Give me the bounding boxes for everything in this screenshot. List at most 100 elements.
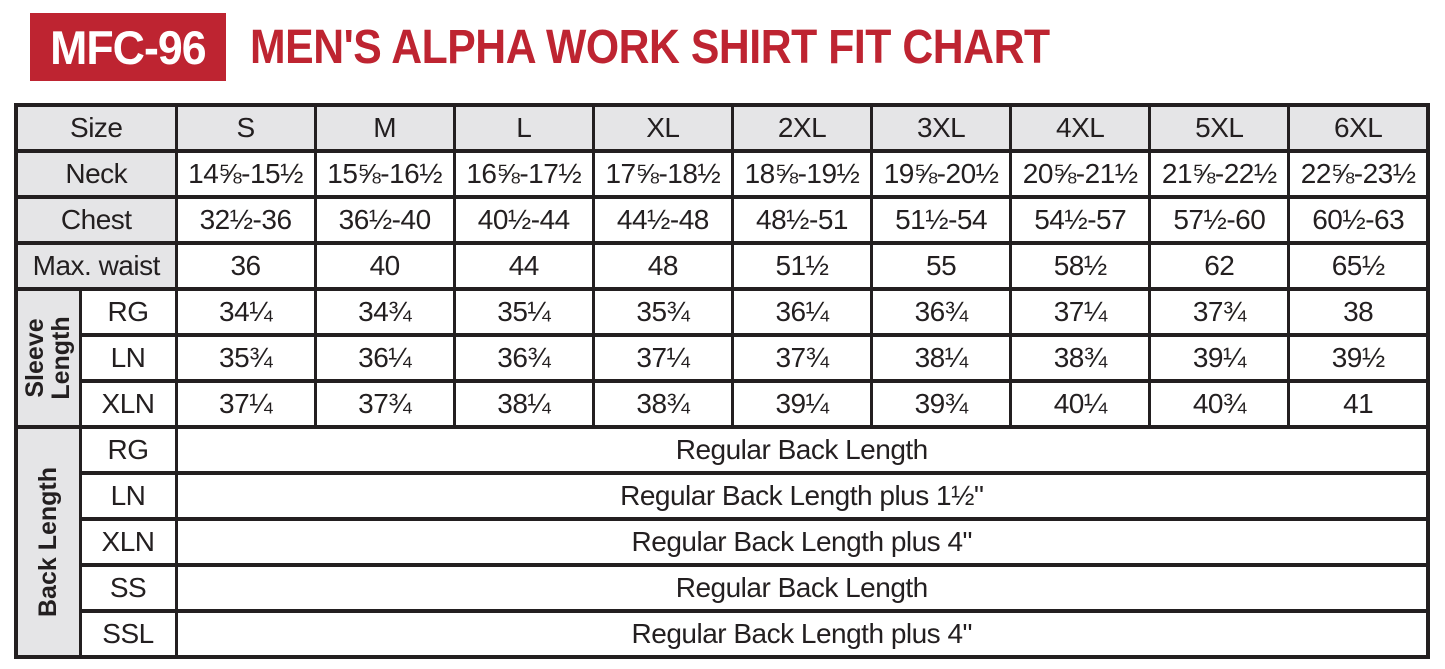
sleeve-value-cell: 37¼ bbox=[174, 379, 317, 429]
fit-code-cell: XLN bbox=[78, 517, 178, 567]
measurement-value-cell: 40 bbox=[313, 241, 456, 291]
measurement-row: Max. waist 36 40 44 48 51½ 55 58½ 62 65½ bbox=[14, 241, 1430, 291]
measurement-value-cell: 16⅝-17½ bbox=[452, 149, 595, 199]
measurement-value-cell: 36 bbox=[174, 241, 317, 291]
measurement-value-cell: 44½-48 bbox=[591, 195, 734, 245]
sleeve-value-cell: 36¼ bbox=[313, 333, 456, 383]
measurement-value-cell: 44 bbox=[452, 241, 595, 291]
measurement-row: Neck 14⅝-15½ 15⅝-16½ 16⅝-17½ 17⅝-18½ 18⅝-19½ 1… bbox=[14, 149, 1430, 199]
size-col-header: XL bbox=[591, 103, 734, 153]
measurement-value-cell: 48½-51 bbox=[730, 195, 874, 245]
sleeve-value-cell: 34¾ bbox=[313, 287, 456, 337]
size-col-header: 6XL bbox=[1287, 103, 1430, 153]
back-length-group-cell: Back Length bbox=[14, 425, 82, 659]
sleeve-length-group-cell: Sleeve Length bbox=[14, 287, 82, 429]
sleeve-value-cell: 36¼ bbox=[730, 287, 874, 337]
sleeve-value-cell: 34¼ bbox=[174, 287, 317, 337]
measurement-value-cell: 48 bbox=[591, 241, 734, 291]
measurement-value-cell: 15⅝-16½ bbox=[313, 149, 456, 199]
sleeve-length-row: XLN 37¼ 37¾ 38¼ 38¾ 39¼ 39¾ 40¼ 40¾ 41 bbox=[16, 379, 1430, 429]
sleeve-value-cell: 36¾ bbox=[870, 287, 1013, 337]
sleeve-value-cell: 35¼ bbox=[452, 287, 595, 337]
page-title: MEN'S ALPHA WORK SHIRT FIT CHART bbox=[250, 13, 1148, 81]
back-length-value-cell: Regular Back Length plus 4" bbox=[174, 517, 1430, 567]
back-length-row: LN Regular Back Length plus 1½" bbox=[16, 471, 1430, 521]
fit-code-cell: RG bbox=[78, 425, 178, 475]
back-length-group-label: Back Length bbox=[34, 466, 63, 618]
fit-code-cell: LN bbox=[78, 333, 178, 383]
sleeve-value-cell: 38¼ bbox=[452, 379, 595, 429]
size-col-header: L bbox=[452, 103, 595, 153]
sleeve-value-cell: 41 bbox=[1287, 379, 1430, 429]
fit-code-cell: LN bbox=[78, 471, 178, 521]
back-length-value-cell: Regular Back Length plus 4" bbox=[174, 609, 1430, 659]
measurement-value-cell: 65½ bbox=[1287, 241, 1430, 291]
measurement-value-cell: 20⅝-21½ bbox=[1009, 149, 1152, 199]
measurement-value-cell: 58½ bbox=[1009, 241, 1152, 291]
page-title-text: MEN'S ALPHA WORK SHIRT FIT CHART bbox=[250, 20, 1050, 74]
measurement-value-cell: 22⅝-23½ bbox=[1287, 149, 1430, 199]
sleeve-value-cell: 36¾ bbox=[452, 333, 595, 383]
sleeve-value-cell: 40¼ bbox=[1009, 379, 1152, 429]
measurement-value-cell: 32½-36 bbox=[174, 195, 317, 245]
measurement-value-cell: 54½-57 bbox=[1009, 195, 1152, 245]
back-length-value-cell: Regular Back Length bbox=[174, 425, 1430, 475]
back-length-row: Back Length RG Regular Back Length bbox=[14, 425, 1430, 659]
sleeve-value-cell: 38 bbox=[1287, 287, 1430, 337]
sleeve-length-group-label: Sleeve Length bbox=[21, 316, 76, 400]
sleeve-value-cell: 38¼ bbox=[870, 333, 1013, 383]
size-col-header: 3XL bbox=[870, 103, 1013, 153]
product-code-label: MFC-96 bbox=[50, 20, 206, 74]
back-length-value-cell: Regular Back Length bbox=[174, 563, 1430, 613]
sleeve-value-cell: 39¼ bbox=[1148, 333, 1291, 383]
sleeve-value-cell: 37¾ bbox=[730, 333, 874, 383]
size-col-header: 5XL bbox=[1148, 103, 1291, 153]
sleeve-value-cell: 37¼ bbox=[1009, 287, 1152, 337]
size-col-header: 2XL bbox=[730, 103, 874, 153]
sleeve-value-cell: 37¼ bbox=[591, 333, 734, 383]
measurement-row-label: Chest bbox=[14, 195, 178, 245]
size-header-row: Size S M L XL 2XL 3XL 4XL 5XL 6XL bbox=[14, 103, 1430, 153]
measurement-value-cell: 55 bbox=[870, 241, 1013, 291]
back-length-value-cell: Regular Back Length plus 1½" bbox=[174, 471, 1430, 521]
size-col-header: M bbox=[313, 103, 456, 153]
sleeve-value-cell: 39¼ bbox=[730, 379, 874, 429]
sleeve-value-cell: 37¾ bbox=[1148, 287, 1291, 337]
measurement-value-cell: 51½-54 bbox=[870, 195, 1013, 245]
sleeve-value-cell: 39½ bbox=[1287, 333, 1430, 383]
measurement-value-cell: 62 bbox=[1148, 241, 1291, 291]
measurement-value-cell: 57½-60 bbox=[1148, 195, 1291, 245]
fit-code-cell: SS bbox=[78, 563, 178, 613]
measurement-value-cell: 36½-40 bbox=[313, 195, 456, 245]
product-code-badge: MFC-96 bbox=[30, 13, 226, 81]
size-row-label: Size bbox=[14, 103, 178, 153]
fit-code-cell: SSL bbox=[78, 609, 178, 659]
sleeve-value-cell: 35¾ bbox=[591, 287, 734, 337]
sleeve-length-row: LN 35¾ 36¼ 36¾ 37¼ 37¾ 38¼ 38¾ 39¼ 39½ bbox=[16, 333, 1430, 383]
measurement-value-cell: 14⅝-15½ bbox=[174, 149, 317, 199]
sleeve-value-cell: 38¾ bbox=[1009, 333, 1152, 383]
sleeve-value-cell: 35¾ bbox=[174, 333, 317, 383]
sleeve-value-cell: 40¾ bbox=[1148, 379, 1291, 429]
back-length-row: XLN Regular Back Length plus 4" bbox=[16, 517, 1430, 567]
sleeve-value-cell: 37¾ bbox=[313, 379, 456, 429]
measurement-row-label: Max. waist bbox=[14, 241, 178, 291]
measurement-value-cell: 60½-63 bbox=[1287, 195, 1430, 245]
fit-chart-table: Size S M L XL 2XL 3XL 4XL 5XL 6XL Neck 14⅝-15½ 15⅝-1… bbox=[14, 103, 1430, 659]
sleeve-length-row: Sleeve Length RG 34¼ 34¾ 35¼ 35¾ 36¼ 36¾ 37¼ 37¾ 3… bbox=[14, 287, 1430, 429]
measurement-row: Chest 32½-36 36½-40 40½-44 44½-48 48½-51 51½-5… bbox=[14, 195, 1430, 245]
back-length-row: SS Regular Back Length bbox=[16, 563, 1430, 613]
sleeve-value-cell: 39¾ bbox=[870, 379, 1013, 429]
measurement-value-cell: 21⅝-22½ bbox=[1148, 149, 1291, 199]
measurement-value-cell: 17⅝-18½ bbox=[591, 149, 734, 199]
fit-code-cell: XLN bbox=[78, 379, 178, 429]
measurement-value-cell: 40½-44 bbox=[452, 195, 595, 245]
measurement-value-cell: 19⅝-20½ bbox=[870, 149, 1013, 199]
measurement-value-cell: 18⅝-19½ bbox=[730, 149, 874, 199]
fit-code-cell: RG bbox=[78, 287, 178, 337]
sleeve-value-cell: 38¾ bbox=[591, 379, 734, 429]
measurement-row-label: Neck bbox=[14, 149, 178, 199]
size-col-header: 4XL bbox=[1009, 103, 1152, 153]
measurement-value-cell: 51½ bbox=[730, 241, 874, 291]
back-length-row: SSL Regular Back Length plus 4" bbox=[16, 609, 1430, 659]
